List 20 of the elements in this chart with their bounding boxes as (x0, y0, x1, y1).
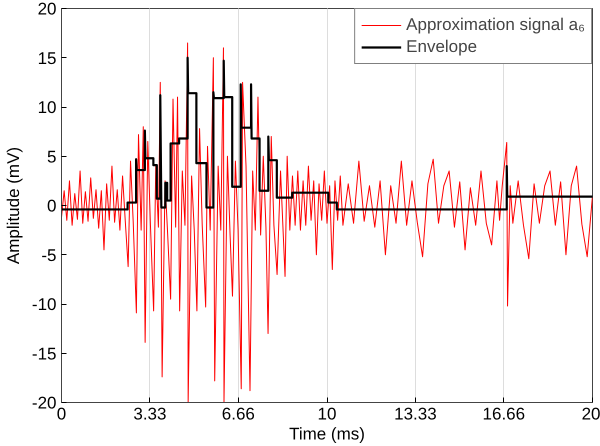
y-tick-label: 20 (38, 0, 57, 18)
x-tick-label: 10 (318, 404, 336, 424)
y-tick-label: 0 (47, 196, 57, 216)
legend-label: Approximation signal a₆ (406, 15, 585, 35)
y-axis-title: Amplitude (mV) (4, 146, 23, 264)
y-tick-label: -10 (32, 295, 57, 314)
line-series (62, 56, 592, 211)
x-tick-label: 6.66 (222, 404, 255, 424)
y-tick-label: 15 (38, 48, 57, 68)
x-tick-label: 20 (582, 404, 600, 424)
legend-label: Envelope (406, 37, 478, 57)
x-axis-title: Time (ms) (289, 424, 365, 444)
y-tick-label: -15 (32, 344, 57, 364)
x-tick-label: 13.33 (394, 404, 437, 424)
y-tick-label: 5 (47, 147, 57, 166)
x-tick-label: 3.33 (133, 404, 166, 424)
y-tick-label: -20 (32, 394, 57, 412)
x-tick-label: 16.66 (482, 404, 526, 424)
y-tick-label: -5 (41, 246, 57, 265)
y-tick-label: 10 (38, 98, 57, 117)
